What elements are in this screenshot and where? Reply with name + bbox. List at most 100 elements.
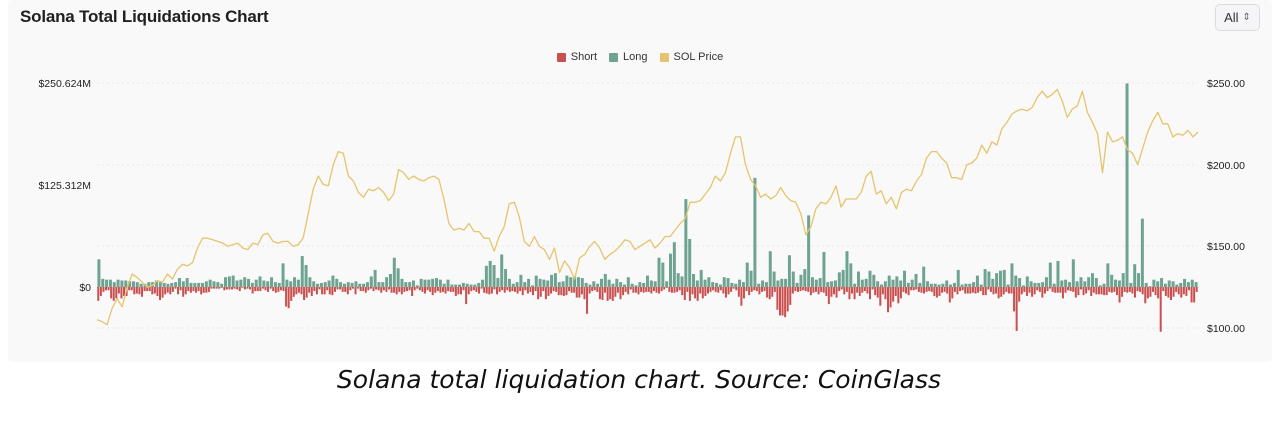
long-bar[interactable] <box>224 277 228 287</box>
short-bar[interactable] <box>598 287 601 300</box>
legend-item-short[interactable]: Short <box>556 51 597 63</box>
short-bar[interactable] <box>1154 287 1157 296</box>
short-bar[interactable] <box>398 287 401 292</box>
short-bar[interactable] <box>233 287 236 289</box>
short-bar[interactable] <box>1002 287 1005 295</box>
long-bar[interactable] <box>891 279 895 287</box>
long-bar[interactable] <box>477 282 481 287</box>
short-bar[interactable] <box>1056 287 1059 293</box>
short-bar[interactable] <box>840 287 843 290</box>
short-bar[interactable] <box>1131 287 1134 294</box>
long-bar[interactable] <box>615 278 619 287</box>
short-bar[interactable] <box>1187 287 1190 291</box>
long-bar[interactable] <box>822 252 826 287</box>
long-bar[interactable] <box>162 282 166 287</box>
long-bar[interactable] <box>715 282 719 287</box>
long-bar[interactable] <box>1006 284 1010 287</box>
long-bar[interactable] <box>653 281 657 287</box>
long-bar[interactable] <box>1140 218 1144 287</box>
long-bar[interactable] <box>496 278 500 287</box>
short-bar[interactable] <box>1036 287 1039 291</box>
long-bar[interactable] <box>983 269 987 287</box>
long-bar[interactable] <box>239 279 243 287</box>
long-bar[interactable] <box>500 254 504 287</box>
long-bar[interactable] <box>250 282 254 287</box>
long-bar[interactable] <box>784 278 788 287</box>
short-bar[interactable] <box>1069 287 1072 292</box>
short-bar[interactable] <box>254 287 257 292</box>
short-bar[interactable] <box>156 287 159 296</box>
long-bar[interactable] <box>519 274 523 287</box>
short-bar[interactable] <box>812 287 815 293</box>
long-bar[interactable] <box>603 273 607 287</box>
long-bar[interactable] <box>346 282 350 287</box>
short-bar[interactable] <box>290 287 293 301</box>
short-bar[interactable] <box>614 287 617 297</box>
long-bar[interactable] <box>312 281 316 287</box>
long-bar[interactable] <box>1087 277 1091 287</box>
long-bar[interactable] <box>787 255 791 287</box>
short-bar[interactable] <box>1141 287 1144 295</box>
long-bar[interactable] <box>507 278 511 287</box>
short-bar[interactable] <box>1175 287 1178 292</box>
short-bar[interactable] <box>117 287 120 294</box>
long-bar[interactable] <box>273 282 277 287</box>
short-bar[interactable] <box>107 287 110 291</box>
long-bar[interactable] <box>220 283 224 287</box>
long-bar[interactable] <box>634 285 638 287</box>
short-bar[interactable] <box>943 287 946 292</box>
short-bar[interactable] <box>822 287 825 293</box>
long-bar[interactable] <box>400 278 404 287</box>
short-bar[interactable] <box>557 287 560 296</box>
long-bar[interactable] <box>1067 282 1071 287</box>
long-bar[interactable] <box>1156 281 1160 287</box>
long-bar[interactable] <box>569 277 573 287</box>
short-bar[interactable] <box>503 287 506 293</box>
long-bar[interactable] <box>1021 285 1025 287</box>
long-bar[interactable] <box>331 275 335 287</box>
short-bar[interactable] <box>593 287 596 291</box>
long-bar[interactable] <box>630 283 634 287</box>
long-bar[interactable] <box>995 273 999 287</box>
short-bar[interactable] <box>429 287 432 292</box>
short-bar[interactable] <box>992 287 995 295</box>
short-bar[interactable] <box>833 287 836 295</box>
long-bar[interactable] <box>692 273 696 287</box>
short-bar[interactable] <box>452 287 455 292</box>
long-bar[interactable] <box>365 282 369 287</box>
long-bar[interactable] <box>1106 263 1110 287</box>
long-bar[interactable] <box>695 280 699 287</box>
short-bar[interactable] <box>827 287 830 305</box>
short-bar[interactable] <box>277 287 280 292</box>
short-bar[interactable] <box>1133 287 1136 298</box>
long-bar[interactable] <box>987 271 991 287</box>
long-bar[interactable] <box>304 265 308 287</box>
short-bar[interactable] <box>465 287 468 305</box>
long-bar[interactable] <box>1110 274 1114 287</box>
long-bar[interactable] <box>281 263 285 287</box>
long-bar[interactable] <box>841 269 845 287</box>
short-bar[interactable] <box>112 287 115 301</box>
short-bar[interactable] <box>303 287 306 301</box>
short-bar[interactable] <box>300 287 303 295</box>
short-bar[interactable] <box>305 287 308 298</box>
short-bar[interactable] <box>637 287 640 295</box>
long-bar[interactable] <box>991 278 995 287</box>
short-bar[interactable] <box>935 287 938 298</box>
short-bar[interactable] <box>969 287 972 294</box>
long-bar[interactable] <box>185 278 189 287</box>
short-bar[interactable] <box>1054 287 1057 293</box>
short-bar[interactable] <box>642 287 645 293</box>
short-bar[interactable] <box>1059 287 1062 293</box>
short-bar[interactable] <box>346 287 349 295</box>
short-bar[interactable] <box>1172 287 1175 297</box>
short-bar[interactable] <box>953 287 956 292</box>
long-bar[interactable] <box>1098 285 1102 287</box>
long-bar[interactable] <box>369 276 373 287</box>
short-bar[interactable] <box>141 287 144 297</box>
short-bar[interactable] <box>1118 287 1121 303</box>
short-bar[interactable] <box>923 287 926 294</box>
short-bar[interactable] <box>544 287 547 300</box>
short-bar[interactable] <box>506 287 509 291</box>
long-bar[interactable] <box>1179 282 1183 287</box>
